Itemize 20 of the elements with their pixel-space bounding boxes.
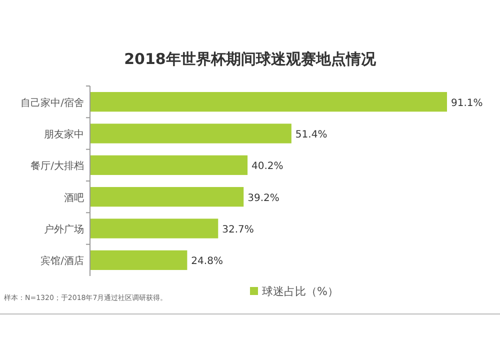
- data-label: 24.8%: [191, 256, 223, 268]
- data-label: 32.7%: [222, 224, 254, 236]
- y-tick-label: 餐厅/大排档: [30, 160, 84, 172]
- bar: [90, 155, 248, 175]
- data-label: 40.2%: [252, 161, 284, 172]
- y-tick-label: 宾馆/酒店: [40, 255, 84, 268]
- data-label: 51.4%: [295, 130, 328, 140]
- y-tick-label: 户外广场: [44, 224, 84, 236]
- legend-label: 球迷占比（%）: [262, 285, 338, 298]
- y-tick-label: 自己家中/宿舍: [20, 96, 84, 109]
- bar: [90, 124, 292, 144]
- y-tick-label: 酒吧: [64, 192, 84, 204]
- data-label: 91.1%: [451, 98, 483, 109]
- bar: [90, 250, 188, 270]
- data-label: 39.2%: [248, 192, 280, 204]
- y-tick-label: 朋友家中: [44, 128, 84, 140]
- bar: [90, 92, 447, 112]
- bar: [90, 187, 244, 207]
- bar: [90, 218, 218, 238]
- chart-title: 2018年世界杯期间球迷观赛地点情况: [124, 50, 377, 68]
